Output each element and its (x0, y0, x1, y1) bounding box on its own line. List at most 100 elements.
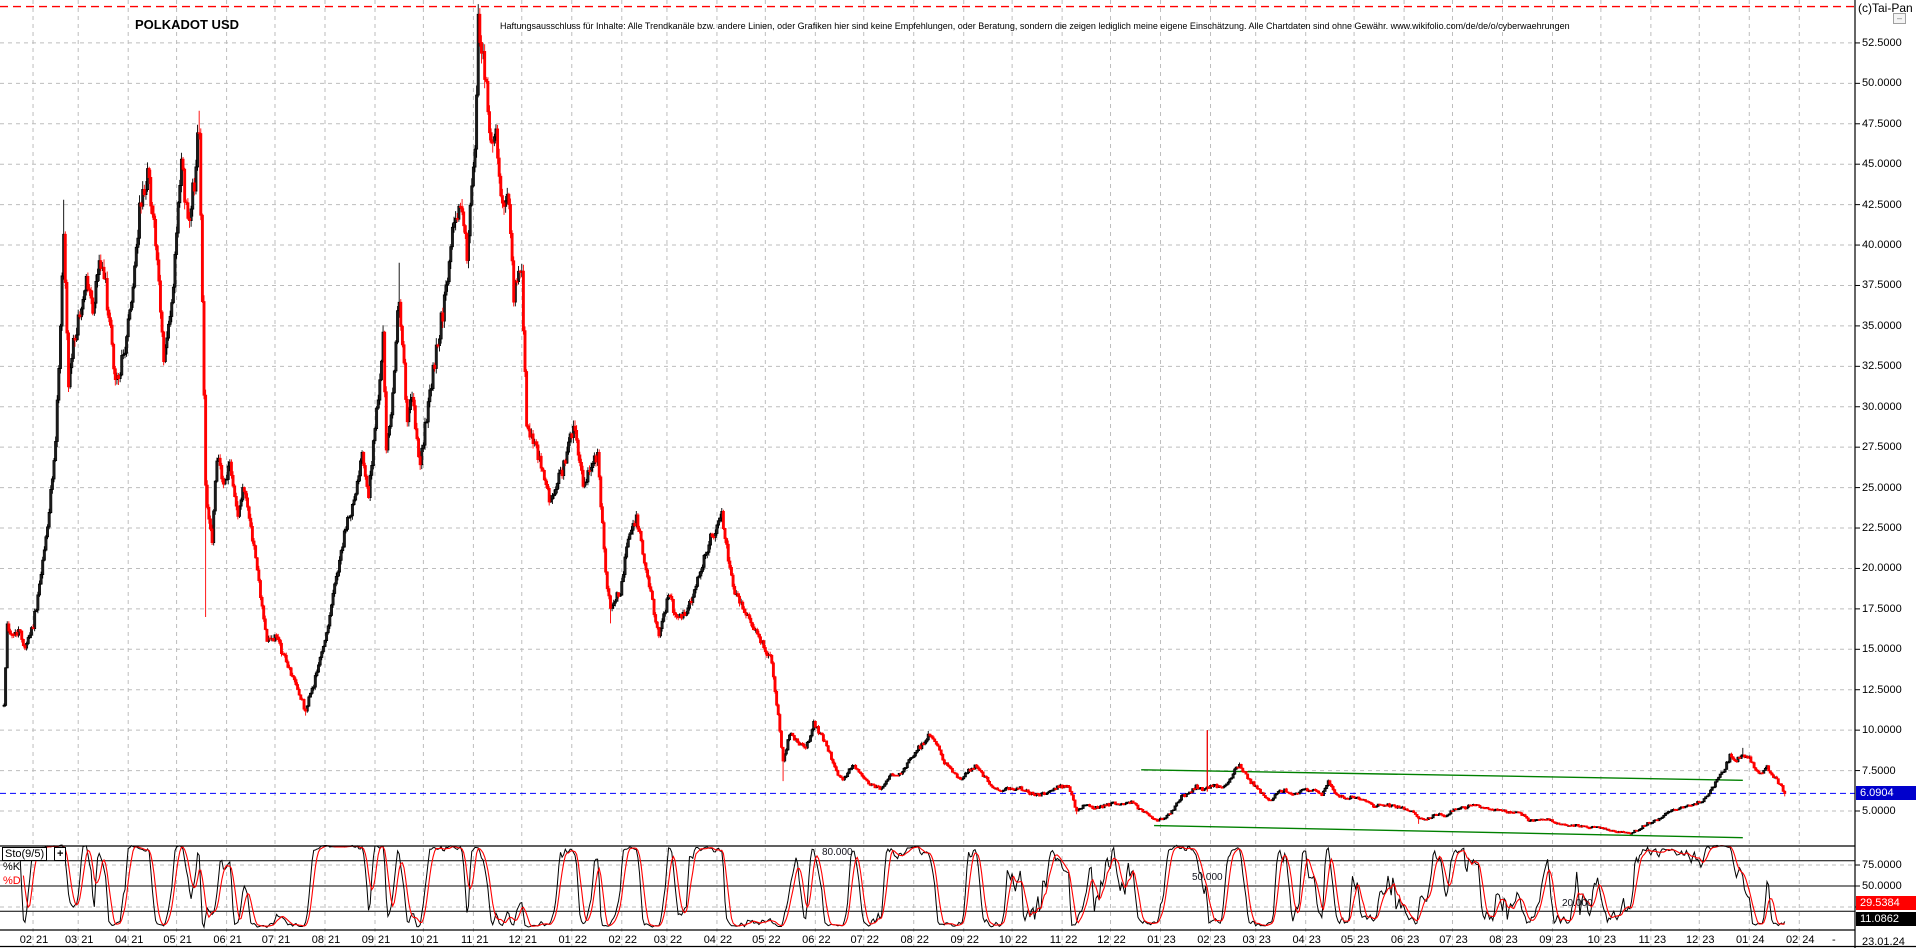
month-label: 05 (752, 934, 765, 946)
month-label: 08 (1489, 934, 1502, 946)
year-label: 23 (1258, 934, 1271, 946)
sto-axis-label: 75.0000 (1862, 859, 1902, 871)
month-label: 02 (19, 934, 33, 946)
year-label: 23 (1308, 934, 1321, 946)
year-label: 24 (1752, 934, 1765, 946)
year-label: 21 (377, 934, 391, 946)
copyright-label: (c)Tai-Pan (1858, 1, 1913, 15)
month-label: 01 (1736, 934, 1749, 946)
year-label: 23 (1455, 934, 1468, 946)
month-label: 09 (1539, 934, 1552, 946)
month-label: 02 (608, 934, 621, 946)
price-axis-label: 35.0000 (1862, 319, 1902, 332)
month-label: 07 (850, 934, 863, 946)
year-label: 21 (229, 934, 242, 946)
month-label: 08 (900, 934, 913, 946)
price-axis-label: 50.0000 (1862, 77, 1902, 90)
price-axis-label: 17.5000 (1862, 602, 1902, 615)
separator-dash: - (1832, 934, 1836, 946)
year-label: 21 (524, 934, 538, 946)
indicator-label[interactable]: Sto(9/5) (2, 847, 48, 861)
month-label: 01 (1147, 934, 1160, 946)
stochastic-d-line (22, 845, 1785, 927)
month-label: 07 (261, 934, 274, 946)
year-label: 23 (1702, 934, 1715, 946)
month-label: 01 (558, 934, 571, 946)
year-label: 23 (1357, 934, 1370, 946)
month-label: 02 (1786, 934, 1799, 946)
current-date-label: 23.01.24 (1862, 936, 1905, 948)
price-axis-label: 27.5000 (1862, 441, 1902, 454)
trend-channel-lower (1154, 824, 1743, 839)
price-axis-label: 37.5000 (1862, 279, 1902, 292)
up-candles (2, 4, 1777, 835)
disclaimer-text: Haftungsausschluss für Inhalte: Alle Tre… (500, 21, 1570, 31)
year-label: 22 (818, 934, 831, 946)
month-label: 10 (1587, 934, 1600, 946)
chart-title: POLKADOT USD (135, 17, 239, 32)
month-label: 06 (802, 934, 815, 946)
sto-level-label-20: 20.000 (1562, 898, 1593, 909)
year-label: 23 (1603, 934, 1617, 946)
month-label: 09 (950, 934, 963, 946)
month-label: 06 (213, 934, 226, 946)
year-label: 21 (81, 934, 94, 946)
sto-level-label-80: 80.000 (822, 847, 853, 858)
month-label: 04 (114, 934, 128, 946)
price-axis-label: 47.5000 (1862, 117, 1902, 130)
down-candles (7, 8, 1787, 835)
month-label: 12 (1686, 934, 1699, 946)
price-axis-label: 52.5000 (1862, 36, 1902, 49)
year-label: 21 (131, 934, 144, 946)
month-label: 05 (1340, 934, 1354, 946)
current-price-badge: 6.0904 (1856, 786, 1916, 801)
year-label: 22 (1113, 934, 1126, 946)
year-label: 23 (1213, 934, 1226, 946)
year-label: 22 (624, 934, 638, 946)
collapse-button[interactable]: – (1893, 13, 1906, 24)
sto-axis-label: 50.0000 (1862, 880, 1902, 892)
price-axis-label: 12.5000 (1862, 683, 1902, 696)
year-label: 21 (36, 934, 49, 946)
year-label: 21 (476, 934, 489, 946)
indicator-add-button[interactable]: + (54, 847, 67, 861)
year-label: 22 (1015, 934, 1028, 946)
month-label: 03 (653, 934, 666, 946)
month-label: 12 (508, 934, 521, 946)
price-axis-label: 32.5000 (1862, 360, 1902, 373)
percent-k-label: %K (3, 861, 21, 873)
year-label: 23 (1555, 934, 1568, 946)
year-label: 22 (866, 934, 879, 946)
year-label: 24 (1802, 934, 1815, 946)
year-label: 22 (1065, 934, 1078, 946)
month-label: 10 (998, 934, 1012, 946)
year-label: 22 (719, 934, 733, 946)
month-label: 12 (1097, 934, 1110, 946)
k-value-badge: 11.0862 (1856, 911, 1916, 926)
year-label: 22 (574, 934, 588, 946)
month-label: 08 (311, 934, 324, 946)
price-axis-label: 7.5000 (1862, 764, 1896, 777)
month-label: 03 (64, 934, 78, 946)
month-label: 11 (1638, 934, 1650, 946)
price-axis-label: 45.0000 (1862, 158, 1902, 171)
year-label: 23 (1407, 934, 1420, 946)
year-label: 21 (426, 934, 439, 946)
year-label: 23 (1163, 934, 1176, 946)
stochastic-k-line (16, 844, 1786, 929)
month-label: 11 (1049, 934, 1062, 946)
price-axis-label: 25.0000 (1862, 481, 1902, 494)
month-label: 07 (1439, 934, 1452, 946)
price-axis-label: 15.0000 (1862, 643, 1902, 656)
month-label: 05 (163, 934, 176, 946)
tick-marks (1855, 42, 1860, 908)
price-axis-label: 30.0000 (1862, 400, 1902, 413)
price-axis-label: 42.5000 (1862, 198, 1902, 211)
year-label: 21 (179, 934, 192, 946)
year-label: 21 (327, 934, 341, 946)
month-label: 04 (703, 934, 716, 946)
price-axis-label: 10.0000 (1862, 724, 1902, 737)
